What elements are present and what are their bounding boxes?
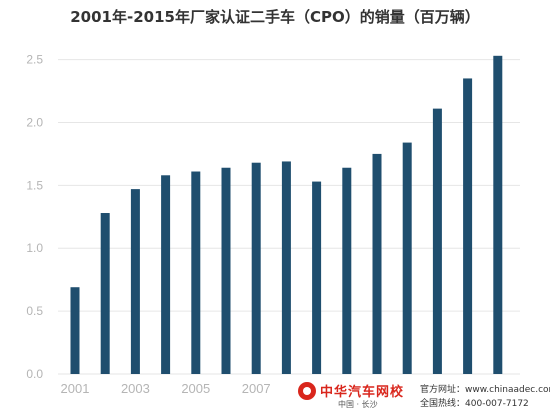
tel-row: 全国热线：400-007-7172 — [420, 396, 529, 409]
y-tick-label: 1.0 — [26, 241, 43, 255]
tel-number: 400-007-7172 — [465, 399, 529, 409]
brand-name: 中华汽车网校 — [320, 385, 405, 400]
bar-2006 — [221, 167, 231, 374]
watermark: 中华汽车网校 中国 · 长沙 官方网址：www.chinaadec.com 全国… — [292, 379, 550, 412]
bar-2012 — [402, 142, 412, 374]
bar-2001 — [70, 287, 80, 374]
bar-2010 — [342, 167, 352, 374]
bars — [70, 55, 503, 375]
y-tick-label: 0.5 — [26, 304, 43, 318]
bar-2002 — [100, 213, 110, 374]
y-tick-label: 2.0 — [26, 115, 43, 129]
y-tick-label: 1.5 — [26, 178, 43, 192]
bar-2003 — [130, 189, 140, 374]
x-tick-label: 2007 — [242, 381, 271, 396]
y-tick-label: 2.5 — [26, 53, 43, 67]
chart-title: 2001年-2015年厂家认证二手车（CPO）的销量（百万辆） — [70, 8, 480, 26]
x-tick-label: 2005 — [181, 381, 210, 396]
bar-2004 — [161, 175, 171, 374]
y-axis-ticks: 0.0 0.5 1.0 1.5 2.0 2.5 — [26, 53, 43, 381]
site-row: 官方网址：www.chinaadec.com — [420, 382, 550, 395]
bar-2007 — [251, 162, 261, 374]
bar-2008 — [281, 161, 291, 374]
bar-2009 — [312, 181, 322, 374]
x-axis-ticks: 2001 2003 2005 2007 — [61, 381, 271, 396]
x-tick-label: 2001 — [61, 381, 90, 396]
bar-2014 — [463, 78, 473, 374]
y-tick-label: 0.0 — [26, 367, 43, 381]
site-label: 官方网址： — [420, 385, 466, 395]
tel-label: 全国热线： — [420, 399, 466, 409]
brand-logo-icon — [298, 382, 316, 400]
brand-location: 中国 · 长沙 — [338, 400, 378, 409]
bar-2011 — [372, 153, 382, 374]
site-url: www.chinaadec.com — [465, 385, 550, 395]
x-tick-label: 2003 — [121, 381, 150, 396]
bar-2013 — [432, 108, 442, 374]
bar-2015 — [493, 55, 503, 375]
bar-2005 — [191, 171, 201, 374]
